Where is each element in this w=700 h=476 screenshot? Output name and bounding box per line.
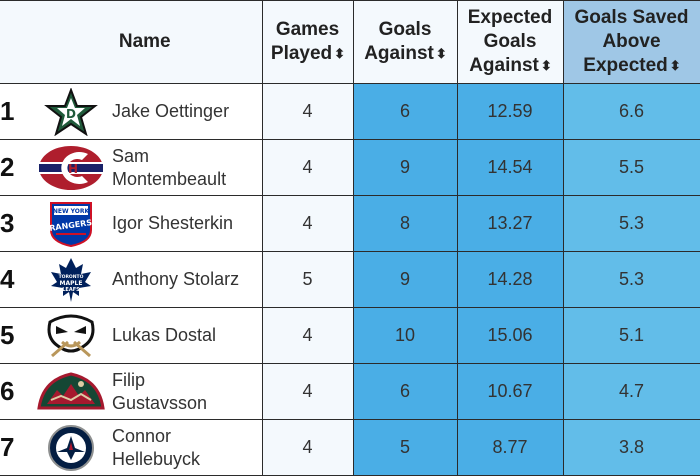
expected-goals-against-cell: 15.06 — [456, 307, 564, 364]
xga-header-line3: Against — [469, 55, 539, 76]
gsax-cell: 5.1 — [562, 307, 700, 364]
gsax-header-line1: Goals Saved — [574, 7, 689, 28]
sort-arrows-icon[interactable]: ⬍ — [669, 58, 681, 73]
player-name: Jake Oettinger — [112, 101, 230, 121]
games-played-cell: 4 — [261, 419, 354, 476]
player-name: Lukas Dostal — [112, 325, 217, 345]
sort-arrows-icon[interactable]: ⬍ — [334, 46, 345, 61]
player-cell: TORONTO MAPLE LEAFS Anthony Stolarz — [28, 251, 263, 308]
goals-against-cell: 6 — [352, 363, 458, 420]
gsax-cell: 3.8 — [562, 419, 700, 476]
rank-cell: 3 — [0, 195, 28, 252]
table-row: 5 Lukas Dostal — [0, 307, 700, 364]
gsax-cell: 4.7 — [562, 363, 700, 420]
name-header-label: Name — [118, 31, 171, 52]
player-name: Igor Shesterkin — [112, 213, 234, 233]
player-name-line2: Montembeault — [112, 168, 227, 189]
dallas-stars-logo-icon: D — [36, 86, 106, 138]
goals-against-cell: 5 — [352, 419, 458, 476]
games-played-cell: 4 — [261, 363, 354, 420]
games-played-header-line1: Games — [275, 19, 340, 40]
rank-header — [0, 0, 28, 84]
rank-cell: 2 — [0, 139, 28, 196]
player-cell: NEW YORK RANGERS Igor Shesterkin — [28, 195, 263, 252]
rank-cell: 4 — [0, 251, 28, 308]
expected-goals-against-cell: 10.67 — [456, 363, 564, 420]
table-row: 1 D Jake Oettinger 4 6 12.59 6.6 — [0, 83, 700, 140]
sort-arrows-icon[interactable]: ⬍ — [540, 58, 552, 73]
svg-text:D: D — [66, 107, 76, 121]
games-played-cell: 4 — [261, 307, 354, 364]
goals-against-cell: 6 — [352, 83, 458, 140]
svg-text:TORONTO: TORONTO — [59, 274, 84, 280]
player-name: Anthony Stolarz — [112, 269, 240, 289]
player-cell: Connor Hellebuyck — [28, 419, 263, 476]
gsax-header-line2: Above — [602, 31, 661, 52]
rank-cell: 7 — [0, 419, 28, 476]
rank-cell: 6 — [0, 363, 28, 420]
winnipeg-jets-logo-icon — [36, 422, 106, 474]
games-played-header[interactable]: Games Played ⬍ — [261, 0, 354, 84]
new-york-rangers-logo-icon: NEW YORK RANGERS — [36, 198, 106, 250]
montreal-canadiens-logo-icon: H — [36, 142, 106, 194]
xga-header-line2: Goals — [483, 31, 537, 52]
player-name-line1: Connor — [112, 425, 172, 446]
expected-goals-against-cell: 13.27 — [456, 195, 564, 252]
games-played-cell: 4 — [261, 195, 354, 252]
rank-cell: 5 — [0, 307, 28, 364]
games-played-cell: 5 — [261, 251, 354, 308]
player-cell: Filip Gustavsson — [28, 363, 263, 420]
goals-against-header-line1: Goals — [378, 19, 432, 40]
gsax-cell: 5.3 — [562, 195, 700, 252]
expected-goals-against-cell: 12.59 — [456, 83, 564, 140]
table-row: 2 H Sam Montembeault — [0, 139, 700, 196]
player-cell: Lukas Dostal — [28, 307, 263, 364]
table-row: 6 Filip Gustavsson — [0, 363, 700, 420]
gsax-cell: 5.3 — [562, 251, 700, 308]
player-name-line2: Hellebuyck — [112, 448, 201, 469]
anaheim-ducks-logo-icon — [36, 310, 106, 362]
games-played-header-line2: Played — [270, 43, 333, 64]
sort-arrows-icon[interactable]: ⬍ — [435, 46, 447, 61]
goals-against-cell: 8 — [352, 195, 458, 252]
svg-text:MAPLE: MAPLE — [60, 280, 83, 287]
games-played-cell: 4 — [261, 83, 354, 140]
expected-goals-against-cell: 14.54 — [456, 139, 564, 196]
table-row: 3 NEW YORK RANGERS Igor Shesterkin — [0, 195, 700, 252]
svg-text:NEW YORK: NEW YORK — [53, 208, 90, 215]
goals-against-cell: 9 — [352, 139, 458, 196]
expected-goals-against-cell: 14.28 — [456, 251, 564, 308]
player-cell: D Jake Oettinger — [28, 83, 263, 140]
svg-text:LEAFS: LEAFS — [62, 287, 80, 293]
svg-text:H: H — [68, 162, 78, 176]
player-name-line1: Sam — [112, 145, 150, 166]
rank-cell: 1 — [0, 83, 28, 140]
games-played-cell: 4 — [261, 139, 354, 196]
player-cell: H Sam Montembeault — [28, 139, 263, 196]
gsax-cell: 6.6 — [562, 83, 700, 140]
gsax-header-line3: Expected — [583, 55, 668, 76]
goals-against-header[interactable]: Goals Against ⬍ — [352, 0, 458, 84]
player-name-line1: Filip — [112, 369, 146, 390]
goals-against-header-line2: Against — [364, 43, 434, 64]
gsax-cell: 5.5 — [562, 139, 700, 196]
expected-goals-against-header[interactable]: Expected Goals Against ⬍ — [456, 0, 564, 84]
goals-saved-above-expected-header[interactable]: Goals Saved Above Expected ⬍ — [562, 0, 700, 84]
header-row: Name Games Played ⬍ Goals Against ⬍ Expect… — [0, 0, 700, 84]
minnesota-wild-logo-icon — [36, 366, 106, 418]
expected-goals-against-cell: 8.77 — [456, 419, 564, 476]
goals-against-cell: 10 — [352, 307, 458, 364]
toronto-maple-leafs-logo-icon: TORONTO MAPLE LEAFS — [36, 254, 106, 306]
table-row: 4 TORONTO MAPLE LEAFS Anthony Stolarz 5 … — [0, 251, 700, 308]
name-header[interactable]: Name — [28, 0, 263, 84]
goals-against-cell: 9 — [352, 251, 458, 308]
table-row: 7 Connor Hellebuyck — [0, 419, 700, 476]
player-name-line2: Gustavsson — [112, 392, 208, 413]
xga-header-line1: Expected — [467, 7, 553, 28]
